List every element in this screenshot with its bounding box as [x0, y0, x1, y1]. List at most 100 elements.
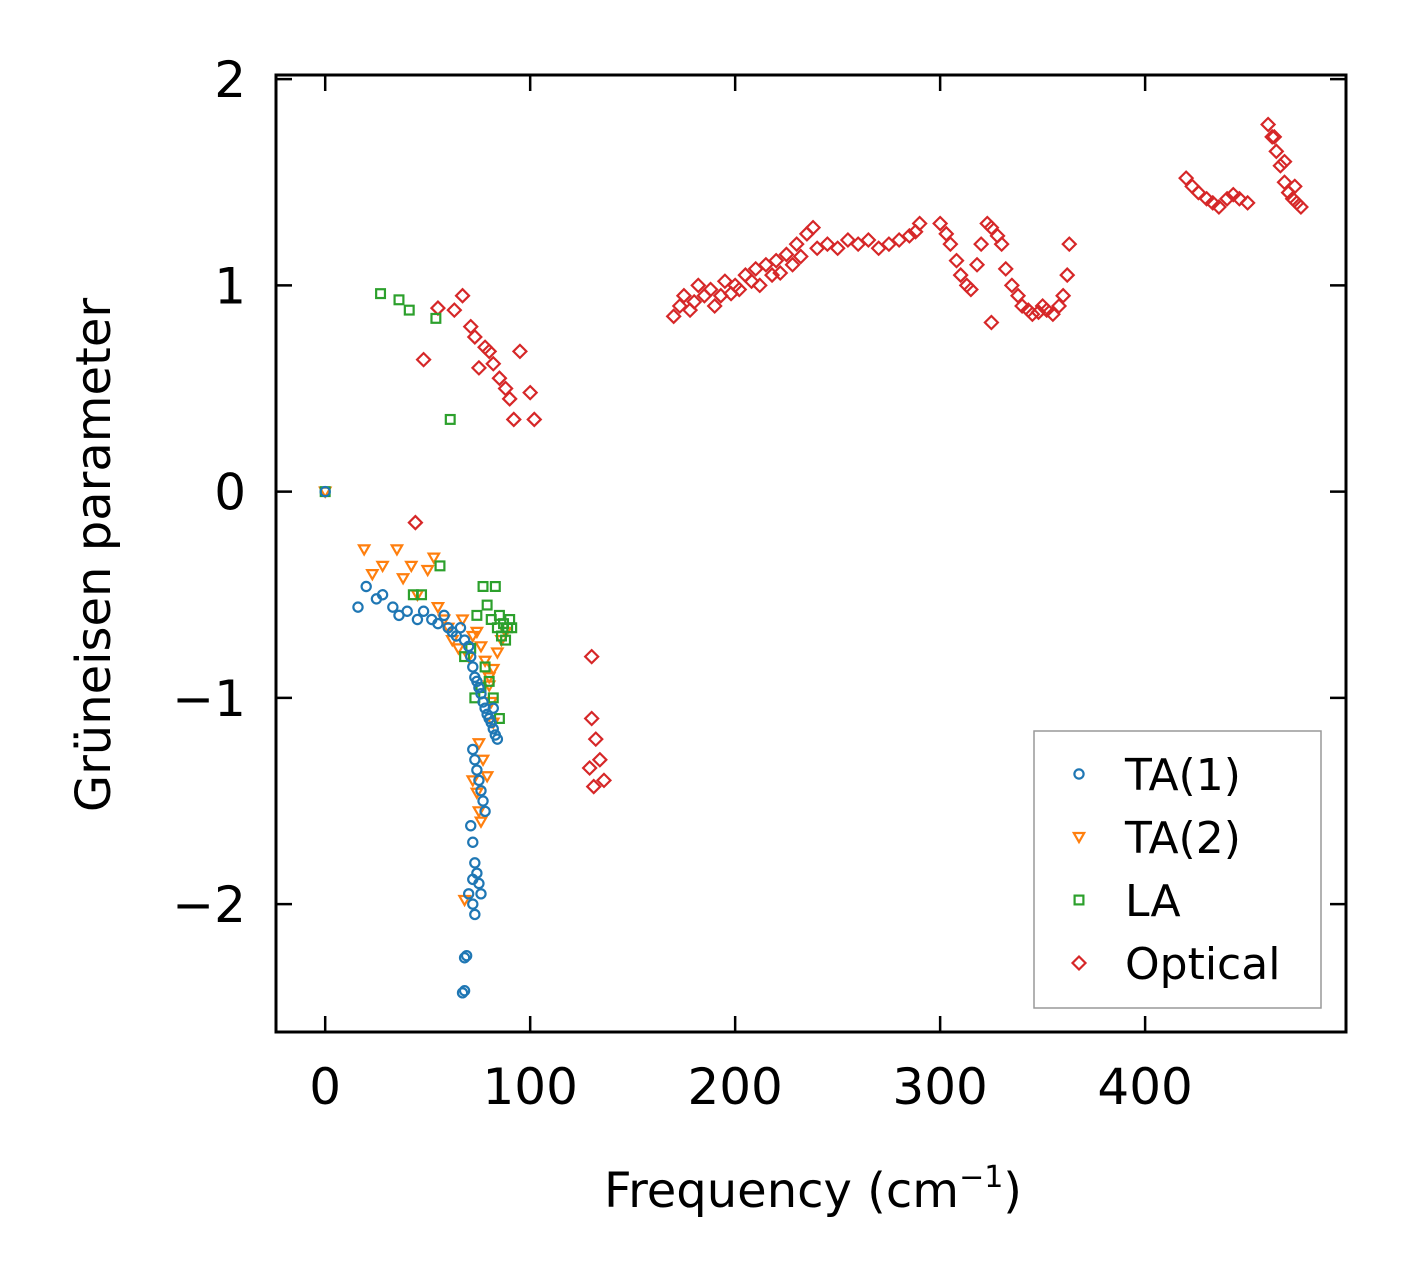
data-point: [420, 564, 435, 578]
data-point: [993, 236, 1010, 253]
legend-label: LA: [1125, 876, 1181, 927]
data-point: [1292, 198, 1309, 216]
series-optical: [407, 116, 1309, 795]
data-point: [716, 273, 733, 290]
data-point: [772, 264, 789, 282]
data-point: [1061, 236, 1078, 253]
data-point: [319, 485, 331, 498]
data-point: [1003, 277, 1020, 294]
data-point: [1014, 297, 1031, 315]
data-point: [792, 248, 809, 265]
data-point: [395, 573, 411, 586]
x-tick-label: 200: [687, 1058, 782, 1116]
data-point: [352, 601, 364, 613]
data-point: [465, 630, 480, 644]
data-point: [486, 663, 501, 677]
data-point: [1038, 302, 1055, 319]
data-point: [477, 339, 494, 356]
data-point: [438, 609, 450, 622]
data-point: [932, 215, 949, 232]
data-point: [522, 384, 539, 401]
data-point: [768, 252, 785, 269]
data-point: [473, 641, 489, 654]
data-point: [491, 370, 508, 387]
data-point: [487, 723, 499, 735]
data-point: [471, 675, 483, 688]
data-point: [446, 302, 463, 319]
data-point: [462, 640, 475, 653]
legend-marker: [1073, 768, 1085, 780]
data-point: [465, 820, 477, 832]
data-point: [481, 599, 493, 611]
legend-label: TA(1): [1124, 750, 1241, 801]
data-point: [942, 236, 959, 253]
data-point: [469, 857, 481, 869]
data-point: [583, 710, 600, 727]
data-point: [962, 281, 979, 298]
data-point: [1059, 267, 1076, 284]
data-point: [583, 648, 600, 665]
data-point: [983, 314, 1000, 331]
y-tick-label: 0: [214, 464, 246, 522]
data-point: [432, 617, 444, 630]
data-point: [1260, 116, 1277, 133]
data-point: [467, 743, 479, 756]
y-tick-label: −1: [172, 670, 246, 728]
data-point: [675, 287, 692, 304]
data-point: [671, 297, 688, 315]
data-point: [480, 771, 495, 784]
x-tick-label: 400: [1097, 1058, 1192, 1116]
data-point: [706, 297, 723, 315]
data-point: [473, 774, 485, 787]
data-point: [665, 308, 682, 325]
data-point: [467, 836, 479, 848]
data-point: [595, 772, 613, 789]
data-point: [404, 560, 419, 574]
data-point: [451, 643, 466, 656]
data-point: [465, 650, 477, 663]
legend-marker: [1070, 954, 1088, 972]
data-point: [407, 514, 424, 531]
data-point: [1268, 143, 1285, 160]
data-point: [375, 288, 387, 300]
data-point: [979, 215, 996, 232]
data-point: [458, 952, 471, 964]
data-point: [751, 277, 768, 294]
data-point: [475, 784, 487, 797]
data-point: [471, 609, 483, 621]
data-point: [469, 754, 481, 766]
series-ta1: [319, 485, 504, 999]
data-point: [860, 231, 877, 249]
data-point: [469, 626, 484, 640]
data-point: [473, 681, 485, 694]
data-point: [471, 738, 487, 751]
data-point: [411, 613, 424, 626]
data-point: [455, 614, 470, 627]
data-point: [417, 605, 430, 617]
x-tick-label: 0: [309, 1058, 341, 1116]
data-point: [473, 816, 489, 829]
x-axis-title: Frequency (cm−1): [604, 1160, 1022, 1219]
data-point: [477, 696, 489, 708]
data-point: [401, 605, 413, 617]
data-point: [1055, 287, 1072, 304]
data-point: [403, 304, 415, 316]
data-point: [1286, 178, 1303, 195]
data-point: [477, 795, 489, 807]
data-point: [973, 236, 990, 253]
data-point: [375, 560, 390, 574]
data-point: [456, 987, 469, 999]
data-point: [526, 411, 543, 428]
data-point: [1272, 157, 1289, 174]
data-point: [470, 359, 487, 376]
data-point: [479, 805, 491, 818]
data-point: [483, 712, 495, 725]
x-axis-title-superscript: −1: [959, 1160, 1003, 1195]
axes: 0 100 200 300 400 2 1 0 −1 −2: [172, 51, 1348, 1116]
y-tick-label: 2: [214, 51, 246, 109]
data-point: [581, 759, 598, 777]
data-point: [471, 764, 483, 776]
data-point: [1239, 194, 1256, 211]
data-point: [500, 634, 512, 646]
